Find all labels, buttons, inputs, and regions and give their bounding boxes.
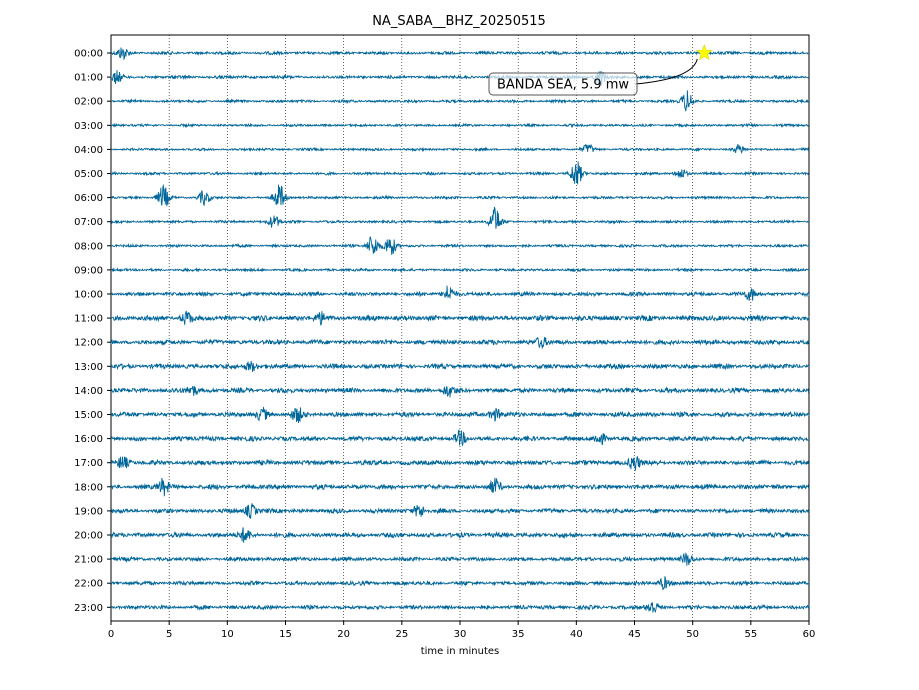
chart-title: NA_SABA__BHZ_20250515 xyxy=(372,14,546,29)
y-tick-label: 21:00 xyxy=(74,555,103,566)
y-tick-label: 22:00 xyxy=(74,579,103,590)
trace-row xyxy=(110,183,810,207)
x-tick-label: 15 xyxy=(279,629,292,640)
y-tick-label: 13:00 xyxy=(74,362,103,373)
annotation-arrow xyxy=(634,58,698,85)
x-tick-label: 25 xyxy=(395,629,408,640)
y-tick-label: 14:00 xyxy=(74,386,103,397)
y-tick-label: 02:00 xyxy=(74,97,103,108)
trace-row xyxy=(110,527,810,543)
y-tick-label: 18:00 xyxy=(74,482,103,493)
event-annotation: BANDA SEA, 5.9 mw xyxy=(488,44,713,96)
trace-row xyxy=(110,429,810,447)
y-tick-label: 17:00 xyxy=(74,458,103,469)
y-tick-label: 09:00 xyxy=(74,265,103,276)
x-tick-label: 0 xyxy=(108,629,114,640)
y-tick-label: 06:00 xyxy=(74,193,103,204)
y-tick-label: 04:00 xyxy=(74,145,103,156)
x-tick-label: 30 xyxy=(454,629,467,640)
trace-row xyxy=(110,310,810,327)
annotation-text: BANDA SEA, 5.9 mw xyxy=(497,78,629,93)
y-tick-label: 23:00 xyxy=(74,603,103,614)
annotation-box xyxy=(488,72,638,96)
x-tick-labels: 0 5 10 15 20 25 30 35 40 45 50 55 60 xyxy=(108,621,816,640)
trace-row xyxy=(110,70,810,86)
trace-row xyxy=(110,336,810,349)
y-tick-label: 20:00 xyxy=(74,531,103,542)
y-tick-label: 16:00 xyxy=(74,434,103,445)
trace-row xyxy=(110,385,810,398)
trace-row xyxy=(110,47,810,61)
trace-row xyxy=(110,143,810,154)
y-tick-label: 07:00 xyxy=(74,217,103,228)
x-tick-label: 20 xyxy=(337,629,350,640)
x-tick-label: 55 xyxy=(744,629,757,640)
y-tick-label: 11:00 xyxy=(74,314,103,325)
y-tick-label: 05:00 xyxy=(74,169,103,180)
x-tick-label: 50 xyxy=(686,629,699,640)
trace-row xyxy=(110,602,810,614)
y-tick-label: 08:00 xyxy=(74,241,103,252)
x-axis-label: time in minutes xyxy=(421,646,500,657)
y-tick-labels: 00:00 01:00 02:00 03:00 04:00 05:00 06:00 07:00… xyxy=(74,49,111,614)
y-tick-label: 00:00 xyxy=(74,49,103,60)
y-tick-label: 15:00 xyxy=(74,410,103,421)
x-tick-label: 60 xyxy=(803,629,816,640)
trace-row xyxy=(110,206,810,229)
trace-row xyxy=(110,90,810,112)
x-tick-label: 10 xyxy=(221,629,234,640)
y-tick-label: 19:00 xyxy=(74,506,103,517)
trace-row xyxy=(110,456,810,471)
trace-row xyxy=(110,477,810,497)
event-star-marker xyxy=(695,44,713,61)
trace-row xyxy=(110,552,810,566)
trace-row xyxy=(110,406,810,423)
y-tick-label: 03:00 xyxy=(74,121,103,132)
x-tick-label: 5 xyxy=(166,629,172,640)
trace-row xyxy=(110,285,810,301)
y-tick-label: 01:00 xyxy=(74,73,103,84)
x-tick-label: 40 xyxy=(570,629,583,640)
x-tick-label: 45 xyxy=(628,629,641,640)
trace-row xyxy=(110,236,810,255)
y-tick-label: 12:00 xyxy=(74,338,103,349)
trace-row xyxy=(110,122,810,129)
trace-row xyxy=(110,360,810,372)
trace-row xyxy=(110,503,810,519)
seismic-traces xyxy=(110,47,810,614)
trace-row xyxy=(110,266,810,273)
trace-row xyxy=(110,576,810,591)
y-tick-label: 10:00 xyxy=(74,290,103,301)
trace-row xyxy=(110,161,810,185)
x-tick-label: 35 xyxy=(512,629,525,640)
